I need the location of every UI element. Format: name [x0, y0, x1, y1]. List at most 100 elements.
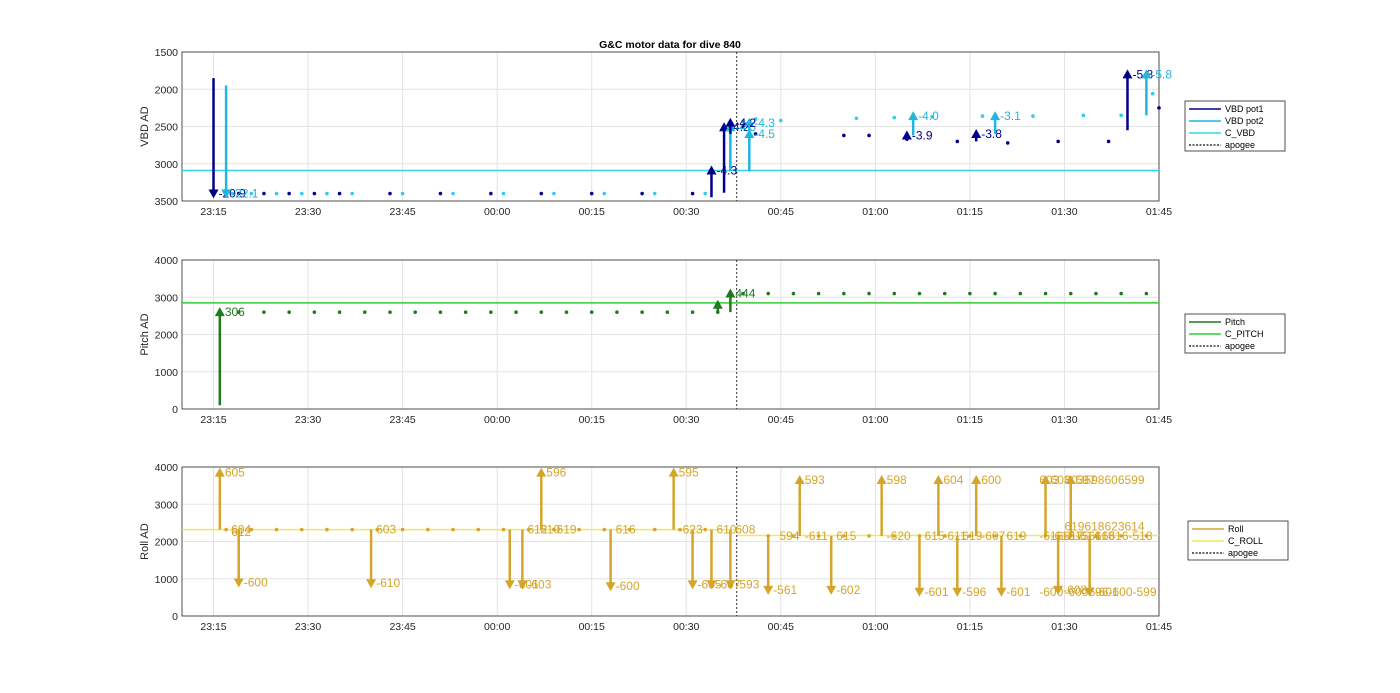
data-point	[1094, 291, 1098, 296]
data-point	[1150, 91, 1155, 96]
x-tick-label: 23:45	[389, 206, 415, 218]
x-tick-label: 01:45	[1146, 414, 1172, 426]
move-label: 603	[1051, 473, 1071, 487]
move-label: 619	[962, 529, 982, 543]
move-marker	[221, 189, 232, 199]
data-point	[337, 191, 342, 196]
data-point	[451, 191, 455, 196]
data-point	[287, 310, 291, 314]
data-point	[690, 191, 695, 196]
data-point	[400, 191, 405, 196]
move-marker	[366, 579, 377, 589]
move-label: 594	[780, 529, 800, 543]
x-tick-label: 01:15	[957, 621, 983, 633]
move-marker	[719, 122, 730, 132]
data-point	[892, 115, 897, 120]
data-point	[892, 291, 897, 296]
legend-entry: apogee	[1228, 548, 1258, 558]
data-point	[1018, 534, 1023, 538]
data-point	[741, 119, 745, 124]
move-label: 595	[679, 466, 699, 480]
x-tick-label: 00:00	[484, 414, 510, 426]
move-label: 612	[231, 525, 251, 539]
x-tick-label: 23:30	[295, 621, 321, 633]
legend-entry: VBD pot1	[1225, 104, 1264, 114]
move-label: -5.8	[1151, 67, 1172, 81]
data-point	[325, 191, 329, 196]
y-tick-label: 3500	[155, 196, 179, 208]
y-tick-label: 3000	[155, 499, 179, 511]
data-point	[791, 534, 796, 538]
data-point	[842, 291, 846, 296]
data-point	[350, 191, 354, 196]
y-tick-label: 3000	[155, 159, 179, 171]
move-label: -4.2	[735, 116, 756, 130]
x-tick-label: 01:45	[1146, 621, 1172, 633]
move-marker	[517, 580, 528, 590]
data-point	[388, 191, 392, 196]
data-point	[299, 527, 304, 532]
data-point	[867, 133, 871, 138]
move-marker	[1084, 587, 1095, 597]
data-point	[1005, 141, 1010, 145]
data-point	[337, 310, 342, 314]
move-marker	[971, 475, 982, 485]
move-label: -600	[616, 579, 640, 593]
x-tick-label: 23:15	[200, 414, 226, 426]
move-marker	[687, 580, 698, 590]
data-point	[476, 527, 481, 532]
x-tick-label: 23:30	[295, 414, 321, 426]
data-point	[678, 527, 682, 532]
move-marker	[725, 288, 736, 298]
move-label: -593	[735, 577, 759, 591]
data-point	[489, 310, 493, 314]
data-point	[703, 527, 707, 532]
data-point	[602, 191, 607, 196]
data-point	[262, 310, 266, 314]
figure-title: G&C motor data for dive 840	[599, 39, 741, 51]
move-marker	[605, 582, 616, 592]
x-tick-label: 23:45	[389, 621, 415, 633]
move-label: 610	[540, 523, 560, 537]
move-marker	[914, 587, 925, 597]
data-point	[968, 291, 972, 296]
move-label: -5.8	[1132, 67, 1153, 81]
data-point	[526, 527, 531, 532]
move-marker	[1122, 69, 1133, 79]
data-point	[602, 527, 607, 532]
data-point	[1119, 291, 1123, 296]
data-point	[589, 310, 594, 314]
move-marker	[214, 467, 225, 477]
data-point	[766, 291, 770, 296]
x-tick-label: 00:30	[673, 206, 699, 218]
y-tick-label: 1000	[155, 574, 179, 586]
data-point	[438, 310, 443, 314]
data-point	[501, 527, 506, 532]
y-tick-label: 2000	[155, 537, 179, 549]
data-point	[640, 191, 644, 196]
move-label: 604	[943, 473, 963, 487]
move-marker	[668, 467, 679, 477]
y-tick-label: 0	[172, 611, 178, 623]
legend-entry: C_ROLL	[1228, 536, 1263, 546]
move-marker	[901, 130, 912, 140]
move-marker	[725, 117, 736, 127]
move-label: 598	[887, 473, 907, 487]
data-point	[1081, 113, 1086, 118]
x-tick-label: 00:15	[579, 206, 605, 218]
move-marker	[952, 587, 963, 597]
move-marker	[990, 111, 1001, 121]
x-tick-label: 00:30	[673, 621, 699, 633]
axes-frame	[181, 259, 1160, 410]
x-tick-label: 01:30	[1051, 414, 1077, 426]
data-point	[552, 191, 556, 196]
data-point	[375, 527, 380, 532]
move-label: 306	[225, 305, 245, 319]
data-point	[1018, 291, 1023, 296]
move-label: -600	[244, 575, 268, 589]
move-marker	[1053, 585, 1064, 595]
data-point	[652, 191, 657, 196]
move-marker	[1040, 475, 1051, 485]
y-tick-label: 0	[172, 404, 178, 416]
move-label: 603	[1039, 473, 1059, 487]
